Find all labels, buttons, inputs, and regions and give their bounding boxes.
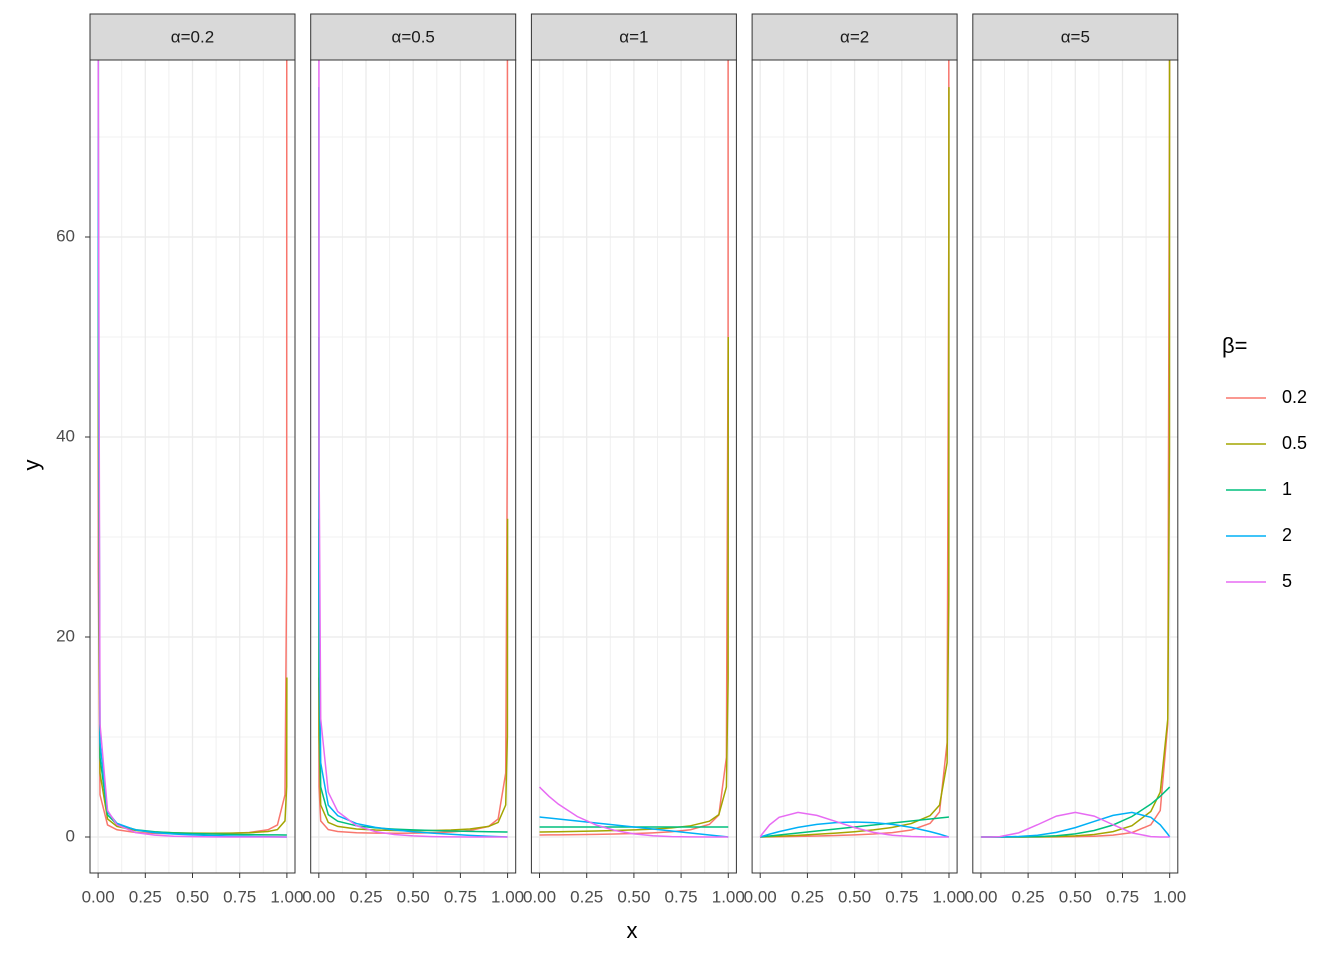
x-tick-label: 1.00 xyxy=(491,887,524,906)
x-tick-label: 0.00 xyxy=(82,887,115,906)
x-tick-label: 0.00 xyxy=(523,887,556,906)
x-tick-label: 0.50 xyxy=(617,887,650,906)
x-tick-label: 0.25 xyxy=(1012,887,1045,906)
x-tick-label: 1.00 xyxy=(1153,887,1186,906)
x-axis-title: x xyxy=(627,918,638,943)
legend-title: β= xyxy=(1222,333,1248,358)
y-tick-label: 20 xyxy=(56,626,75,645)
x-tick-label: 1.00 xyxy=(270,887,303,906)
curve xyxy=(318,60,509,834)
x-tick-label: 0.50 xyxy=(176,887,209,906)
legend-label: 0.5 xyxy=(1282,433,1307,453)
x-tick-label: 1.00 xyxy=(712,887,745,906)
facet-strip xyxy=(310,13,517,61)
x-tick-label: 0.75 xyxy=(665,887,698,906)
curve xyxy=(759,811,949,838)
x-tick-label: 0.75 xyxy=(885,887,918,906)
plot-area xyxy=(318,60,509,838)
legend-label: 5 xyxy=(1282,571,1292,591)
curve xyxy=(538,786,729,838)
plot-area xyxy=(980,60,1171,838)
legend-label: 0.2 xyxy=(1282,387,1307,407)
legend-label: 2 xyxy=(1282,525,1292,545)
plot-area xyxy=(538,60,730,838)
y-tick-label: 0 xyxy=(66,826,75,845)
x-tick-label: 0.00 xyxy=(964,887,997,906)
curve xyxy=(97,60,287,838)
plot-area xyxy=(759,60,950,838)
facet-title: α=0.5 xyxy=(392,27,435,46)
y-tick-label: 60 xyxy=(56,226,75,245)
facet-title: α=2 xyxy=(840,27,869,46)
y-tick-label: 40 xyxy=(56,426,75,445)
curve xyxy=(318,336,508,833)
facet-strip xyxy=(89,13,296,61)
curve xyxy=(980,811,1170,838)
facet-strip xyxy=(972,13,1179,61)
facet-title: α=1 xyxy=(619,27,648,46)
plot-area xyxy=(97,60,288,838)
legend-label: 1 xyxy=(1282,479,1292,499)
facet-strip xyxy=(530,13,737,61)
x-tick-label: 0.75 xyxy=(444,887,477,906)
x-tick-label: 0.50 xyxy=(397,887,430,906)
x-tick-label: 1.00 xyxy=(932,887,965,906)
x-tick-label: 0.25 xyxy=(791,887,824,906)
x-tick-label: 0.25 xyxy=(570,887,603,906)
curve xyxy=(97,60,287,836)
x-tick-label: 0.50 xyxy=(1059,887,1092,906)
x-tick-label: 0.75 xyxy=(1106,887,1139,906)
x-tick-label: 0.75 xyxy=(223,887,256,906)
x-tick-label: 0.25 xyxy=(349,887,382,906)
y-axis-title: y xyxy=(19,460,44,471)
facet-title: α=0.2 xyxy=(171,27,214,46)
curve xyxy=(760,821,950,838)
x-tick-label: 0.00 xyxy=(302,887,335,906)
x-tick-label: 0.50 xyxy=(838,887,871,906)
curve xyxy=(539,336,730,833)
facet-title: α=5 xyxy=(1061,27,1090,46)
curve xyxy=(318,60,508,838)
x-tick-label: 0.00 xyxy=(744,887,777,906)
x-tick-label: 0.25 xyxy=(129,887,162,906)
